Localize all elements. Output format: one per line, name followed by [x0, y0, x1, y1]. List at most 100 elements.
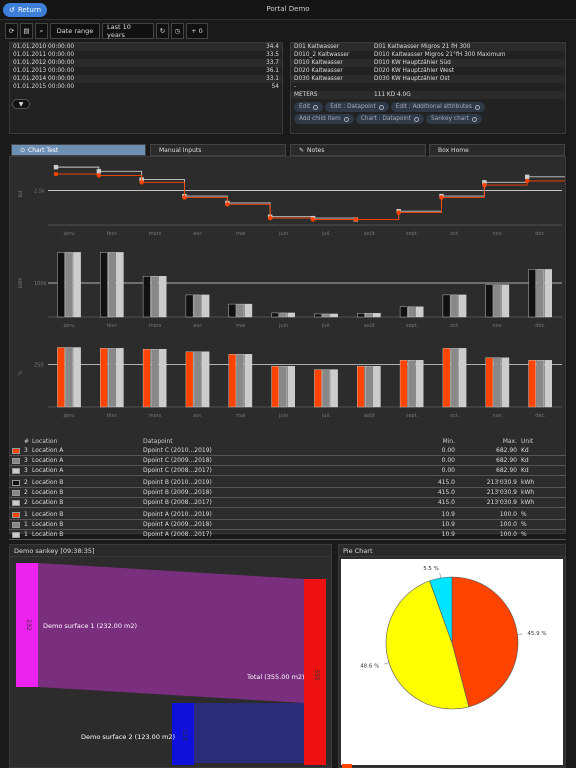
legend-location: Location A	[32, 467, 64, 474]
legend-min: 0.00	[441, 457, 455, 464]
tab-notes[interactable]: ✎ Notes	[290, 144, 426, 156]
x-tick-label: févr.	[107, 412, 118, 419]
row-date: 01.01.2014 00:00:00	[13, 76, 75, 82]
charts-svg: 2.5k Kd janv. févr. mars avr. mai juin juil. août…	[18, 164, 565, 419]
legend-row[interactable]: 1 Location B Dpoint A (2010...2019) 10.9…	[9, 510, 566, 520]
table-row: 01.01.2010 00:00:00 34.4	[10, 43, 282, 51]
legend-max: 213'030.9	[486, 499, 517, 506]
sankey-link-1[interactable]	[38, 563, 304, 703]
legend-max: 100.0	[499, 521, 517, 528]
meter-row[interactable]: D030 Kaltwasser D030 KW Hauptzähler Ost	[291, 75, 565, 83]
legend-row[interactable]: 3 Location A Dpoint C (2009...2018) 0.00…	[9, 456, 566, 466]
return-button[interactable]: ↺ Return	[3, 3, 47, 17]
bar	[142, 348, 151, 408]
x-tick-label: mars	[149, 323, 162, 329]
y-tick-label: 250	[34, 363, 44, 369]
legend-location: Location B	[32, 521, 64, 528]
sankey-link-2[interactable]	[194, 703, 304, 763]
chip-label: Edit	[299, 104, 311, 110]
line-series-1	[56, 173, 565, 220]
legend-row[interactable]: 2 Location B Dpoint B (2009...2018) 415.…	[9, 488, 566, 498]
legend-num: 3	[24, 457, 28, 464]
legend-row[interactable]: 3 Location A Dpoint C (2008...2017) 0.00…	[9, 466, 566, 476]
legend-row[interactable]: 2 Location B Dpoint B (2010...2019) 415.…	[9, 478, 566, 488]
bar	[287, 312, 295, 318]
action-chip[interactable]: Sankey chart	[425, 114, 482, 124]
period-select[interactable]: Last 10 years	[102, 23, 154, 39]
x-tick-label: juin	[278, 323, 288, 329]
meter-code: -	[294, 84, 297, 90]
x-tick-label: avr.	[193, 231, 203, 237]
date-range-button[interactable]: Date range	[50, 23, 100, 39]
bar	[493, 284, 502, 318]
top-bar: ↺ Return Portal Demo	[0, 0, 576, 20]
legend-max: 682.90	[496, 447, 517, 454]
sankey-node-surface-2[interactable]	[172, 703, 194, 765]
legend-swatch	[12, 489, 20, 496]
bar	[57, 252, 65, 318]
bar	[373, 365, 381, 408]
search-button[interactable]: ⌕	[35, 23, 48, 39]
bar	[150, 348, 159, 408]
action-chip[interactable]: Chart : Datapoint	[355, 114, 424, 124]
header-unit: Unit	[521, 437, 534, 445]
pie-legend-swatch	[342, 764, 352, 768]
legend-row[interactable]: 2 Location B Dpoint B (2008...2017) 415.…	[9, 498, 566, 508]
offset-button[interactable]: + 0	[186, 23, 208, 39]
y-axis-label: kWh	[18, 277, 24, 288]
meter-row[interactable]: D020 Kaltwasser D020 KW Hauptzähler West	[291, 67, 565, 75]
x-tick-label: juin	[278, 413, 288, 419]
bar	[373, 313, 381, 318]
bar	[330, 369, 338, 408]
print-button[interactable]: ▤	[20, 23, 33, 39]
legend-datapoint: Dpoint A (2010...2019)	[143, 511, 212, 518]
tab-chart-test[interactable]: ⊙ Chart Test	[11, 144, 146, 156]
clock-button[interactable]: ◷	[171, 23, 184, 39]
meter-code: D020 Kaltwasser	[294, 68, 343, 74]
line-point	[524, 174, 530, 179]
action-chip[interactable]: Add child item	[294, 114, 354, 124]
reload-button[interactable]: ↻	[156, 23, 169, 39]
bar	[279, 365, 287, 408]
legend-row[interactable]: 1 Location B Dpoint A (2009...2018) 10.9…	[9, 520, 566, 530]
legend-max: 213'030.9	[486, 489, 517, 496]
x-tick-label: déc.	[535, 230, 546, 237]
meter-row[interactable]: D01 Kaltwasser D01 Kaltwasser Migros 21 f…	[291, 43, 565, 51]
pie-slice[interactable]	[429, 576, 453, 644]
bar	[279, 312, 287, 318]
action-chip[interactable]: Edit	[294, 102, 324, 112]
row-date: 01.01.2013 00:00:00	[13, 68, 75, 74]
bar	[442, 348, 451, 408]
legend-row[interactable]: 3 Location A Dpoint C (2010...2019) 0.00…	[9, 446, 566, 456]
legend-num: 3	[24, 467, 28, 474]
meter-row[interactable]: D010 Kaltwasser D010 KW Hauptzähler Süd	[291, 59, 565, 67]
meter-row[interactable]: D010_2 Kaltwasser D010 Kaltwasser Migros …	[291, 51, 565, 59]
pie-slice[interactable]	[451, 576, 519, 708]
action-chip[interactable]: Edit : Datapoint	[325, 102, 389, 112]
filter-button[interactable]: ▼	[12, 99, 30, 109]
meter-row[interactable]: -	[291, 83, 565, 91]
header-datapoint: Datapoint	[143, 437, 173, 445]
bar	[150, 275, 159, 318]
action-chip[interactable]: Edit : Additional attributes	[390, 102, 485, 112]
tab-box-home[interactable]: Box Home	[429, 144, 565, 156]
x-tick-label: mars	[149, 413, 162, 419]
circle-icon	[378, 104, 384, 110]
bar	[407, 360, 416, 408]
x-tick-label: juin	[278, 231, 288, 237]
bar	[193, 351, 202, 408]
bar	[544, 360, 552, 408]
pie-slice[interactable]	[385, 580, 470, 710]
refresh-button[interactable]: ⟳	[5, 23, 18, 39]
bar	[399, 360, 408, 408]
header-min: Min.	[442, 437, 455, 445]
tab-manual-inputs[interactable]: Manual Inputs	[150, 144, 286, 156]
legend-row[interactable]: 1 Location B Dpoint A (2008...2017) 10.9…	[9, 530, 566, 540]
bar	[271, 312, 279, 318]
sankey-node-total[interactable]	[304, 579, 326, 765]
x-tick-label: juil.	[321, 231, 331, 237]
bar	[73, 252, 81, 318]
sankey-node-surface-1[interactable]	[16, 563, 38, 687]
bar	[450, 294, 459, 318]
reload-icon: ↻	[159, 27, 166, 35]
